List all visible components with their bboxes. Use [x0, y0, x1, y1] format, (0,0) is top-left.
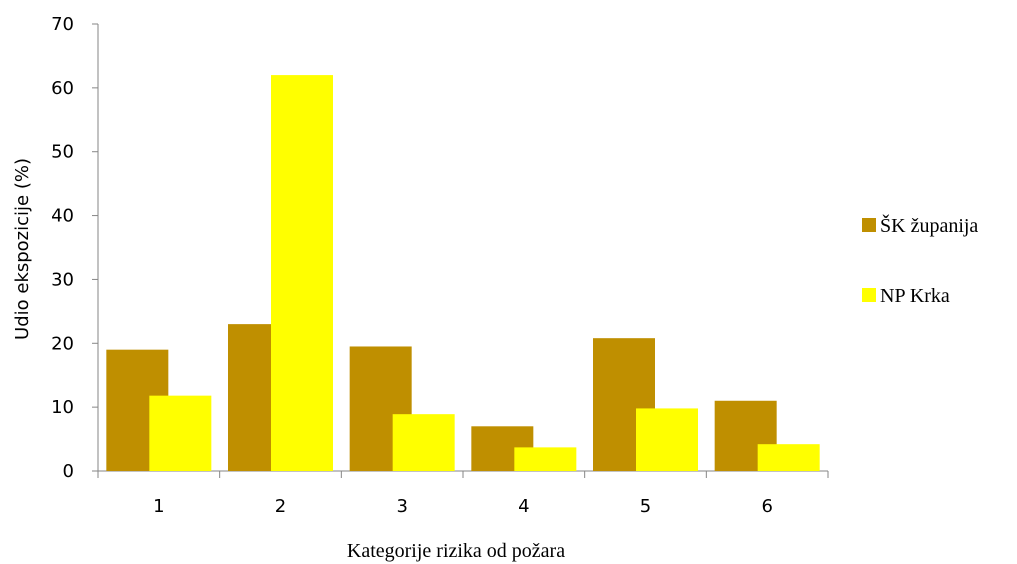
legend-label-sk-zupanija: ŠK županija: [880, 213, 978, 237]
bars: [106, 75, 820, 471]
y-tick-label: 40: [51, 206, 74, 227]
x-tick-label: 3: [396, 496, 407, 517]
bar-np-krka-3: [392, 414, 455, 471]
bar-np-krka-2: [271, 75, 333, 471]
x-tick-label: 6: [761, 496, 772, 517]
y-tick-label: 10: [51, 397, 74, 418]
bar-np-krka-5: [636, 408, 698, 471]
legend-swatch-np-krka: [862, 288, 876, 302]
y-tick-label: 70: [51, 14, 74, 35]
bar-np-krka-1: [149, 395, 212, 471]
y-tick-label: 50: [51, 142, 74, 163]
bar-np-krka-4: [514, 447, 577, 471]
x-tick-label: 5: [640, 496, 651, 517]
legend: ŠK županija NP Krka: [862, 213, 978, 307]
y-tick-label: 60: [51, 78, 74, 99]
x-tick-label: 2: [275, 496, 286, 517]
x-axis-title: Kategorije rizika od požara: [347, 540, 565, 562]
legend-label-np-krka: NP Krka: [880, 285, 950, 307]
y-axis: 0 10 20 30 40 50 60 70: [51, 14, 99, 482]
y-axis-title: Udio ekspozicije (%): [12, 158, 33, 340]
x-tick-label: 1: [153, 496, 164, 517]
y-tick-label: 0: [63, 461, 74, 482]
x-tick-label: 4: [518, 496, 529, 517]
x-axis: 1 2 3 4 5 6: [97, 470, 829, 517]
y-tick-label: 30: [51, 269, 74, 290]
y-tick-label: 20: [51, 333, 74, 354]
legend-swatch-sk-zupanija: [862, 218, 876, 232]
bar-np-krka-6: [757, 444, 820, 471]
